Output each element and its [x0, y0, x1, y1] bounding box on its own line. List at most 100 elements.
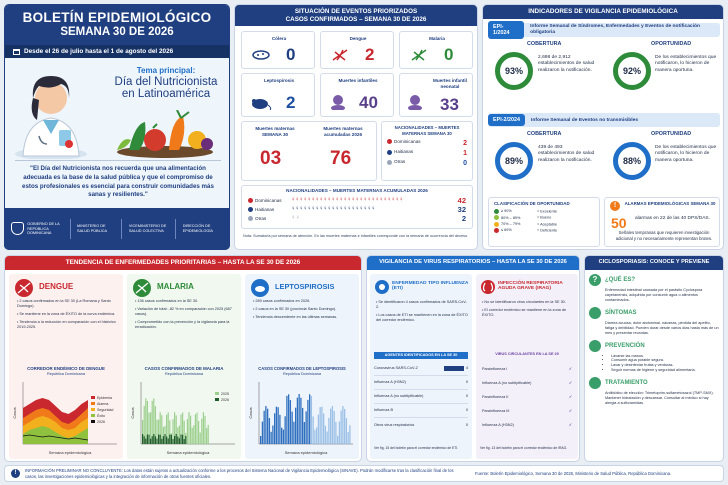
nat-acc-title: NACIONALIDADES – MUERTES MATERNAS ACUMUL…	[286, 188, 428, 193]
logo-epidemiology: DIRECCIÓN DE EPIDEMIOLOGÍA	[182, 224, 213, 233]
nat-acc-dominicanas-value: 42	[457, 195, 466, 205]
mosquito-icon	[332, 49, 348, 61]
cyclosporiasis-panel: CICLOSPORIASIS: CONOCE Y PREVIENE ? ¿QUÉ …	[584, 255, 724, 462]
bar-2026	[167, 438, 169, 444]
malaria-chart-subtitle: República Dominicana	[165, 372, 203, 376]
epi1-opportunity-text: De los establecimientos que notificaron,…	[655, 55, 717, 73]
bar-2025	[161, 415, 163, 444]
bar-2026	[170, 434, 172, 444]
bar-weekly	[289, 400, 292, 444]
leptospirosis-label: Leptospirosis	[263, 78, 295, 83]
bar-2026	[169, 434, 171, 444]
alarms-subtext: Señales tempranas que requieren investig…	[615, 230, 713, 241]
legend-swatch-1	[91, 402, 95, 405]
bar-weekly	[272, 425, 274, 444]
globe-icon	[248, 215, 253, 221]
circulating-list: Parainfluenza I ✓ Influenza A (no subtipi…	[482, 362, 572, 432]
check-icon: ✓	[568, 380, 572, 385]
bar-2025	[148, 412, 150, 444]
agent-3-value: 0	[465, 408, 468, 413]
class-dot-good	[494, 215, 499, 221]
agents-title: AGENTES IDENTIFICADOS EN LA SE 30	[374, 352, 468, 359]
epi1-opp-label: OPORTUNIDAD	[651, 41, 692, 47]
legend-swatch-0	[215, 392, 219, 395]
bar-weekly	[268, 418, 271, 444]
x-axis-label: Semana epidemiológica	[49, 450, 92, 455]
bar-2026	[145, 438, 147, 444]
person-icons-haitianas: ♀♀♀♀♀♀♀♀♀♀♀♀♀♀♀♀♀♀♀♀♀	[291, 206, 376, 213]
bar-2025	[150, 412, 152, 444]
bar-weekly	[282, 429, 285, 444]
infant-deaths-label: Muertes infantiles	[338, 78, 378, 83]
eti-bullet-1: • Se identificaron 4 casos confirmados d…	[376, 300, 467, 309]
mosquito-icon	[15, 279, 33, 297]
class-range-0: ≥ 90%	[501, 209, 512, 214]
bar-weekly	[281, 427, 283, 444]
legend-swatch-0	[91, 396, 95, 399]
irag-bullet-1: • No se identificaron virus circulantes …	[482, 300, 566, 304]
stomach-icon	[589, 306, 601, 319]
epi1-opportunity-ring: 92%	[613, 52, 651, 90]
vegetables-illustration	[117, 110, 213, 158]
bar-weekly	[265, 406, 267, 444]
event-tile-infant-deaths: Muertes infantiles 40	[320, 73, 394, 117]
rat-icon	[252, 99, 272, 110]
bar-2025	[175, 415, 177, 444]
bar-2025	[177, 427, 179, 444]
bar-2026	[150, 438, 152, 444]
bar-weekly	[302, 407, 304, 444]
bar-weekly	[310, 395, 313, 444]
lepto-chart-subtitle: República Dominicana	[283, 372, 321, 376]
dengue-value: 2	[365, 45, 375, 64]
bar-2025	[182, 412, 184, 444]
bar-2026	[143, 436, 145, 444]
bar-2025	[207, 424, 209, 444]
bar-2025	[196, 412, 198, 444]
epi1-tag: EPI-1/2024	[488, 21, 525, 39]
bar-2025	[201, 418, 203, 444]
bar-weekly	[284, 416, 286, 444]
legend-label-1: 2026	[221, 398, 229, 402]
eti-footnote: Ver fig. 15 del boletín para el corredor…	[374, 446, 459, 450]
lepto-bullet-3: • Tendencia descendente en las últimas s…	[253, 314, 338, 319]
bar-weekly	[298, 394, 300, 444]
bar-2026	[154, 436, 156, 444]
malaria-value: 0	[444, 45, 454, 64]
logo-ministry: MINISTERIO DE SALUD PÚBLICA	[77, 224, 108, 233]
bar-2026	[175, 434, 177, 444]
bar-weekly	[340, 410, 342, 444]
cyclo-prevention-title: PREVENCIÓN	[605, 342, 645, 349]
circ-0: Parainfluenza I	[482, 366, 508, 371]
bar-weekly	[337, 435, 339, 444]
dengue-chart-subtitle: República Dominicana	[47, 372, 85, 376]
circ-1: Influenza A (no subtipificable)	[482, 380, 532, 385]
irag-title: INFECCIÓN RESPIRATORIA AGUDA GRAVE (IRAG…	[498, 281, 563, 291]
theme-title-1: Día del Nutricionista	[114, 76, 218, 88]
neonatal-deaths-value: 33	[440, 95, 459, 114]
haitian-flag-icon	[387, 149, 392, 155]
logos-strip: GOBIERNO DE LA REPÚBLICA DOMINICANA MINI…	[4, 208, 230, 250]
bar-2025	[143, 405, 145, 444]
epi2-coverage-text: 439 de 493 establecimientos de salud rea…	[538, 145, 595, 163]
class-range-3: ≤ 69%	[501, 228, 512, 233]
bar-2025	[193, 425, 195, 444]
bar-weekly	[303, 422, 306, 444]
bar-weekly	[277, 407, 279, 444]
dengue-title: DENGUE	[39, 282, 74, 291]
agent-2: Influenza A (no subtipificable)	[374, 394, 424, 399]
legend-label-4: 2026	[97, 420, 105, 424]
footer-disclaimer: INFORMACIÓN PRELIMINAR NO CONCLUYENTE: L…	[25, 468, 454, 479]
bar-2026	[151, 436, 153, 444]
leptospirosis-value: 2	[286, 93, 296, 112]
virus-title: VIGILANCIA DE VIRUS RESPIRATORIOS – HAST…	[367, 256, 579, 270]
check-icon: ✓	[568, 408, 572, 413]
cyclo-title: CICLOSPORIASIS: CONOCE Y PREVIENE	[585, 256, 723, 270]
mosquito-icon	[411, 49, 427, 61]
mosquito-icon	[133, 279, 151, 297]
event-tile-malaria: Malaria 0	[399, 31, 473, 69]
bacteria-icon	[252, 50, 270, 60]
cyclo-symptoms-text: Diarrea acuosa, dolor abdominal, náuseas…	[605, 320, 719, 335]
legend-swatch-4	[91, 420, 95, 423]
warning-icon: !	[11, 469, 20, 478]
events-panel: SITUACIÓN DE EVENTOS PRIORIZADOS CASOS C…	[234, 4, 478, 250]
